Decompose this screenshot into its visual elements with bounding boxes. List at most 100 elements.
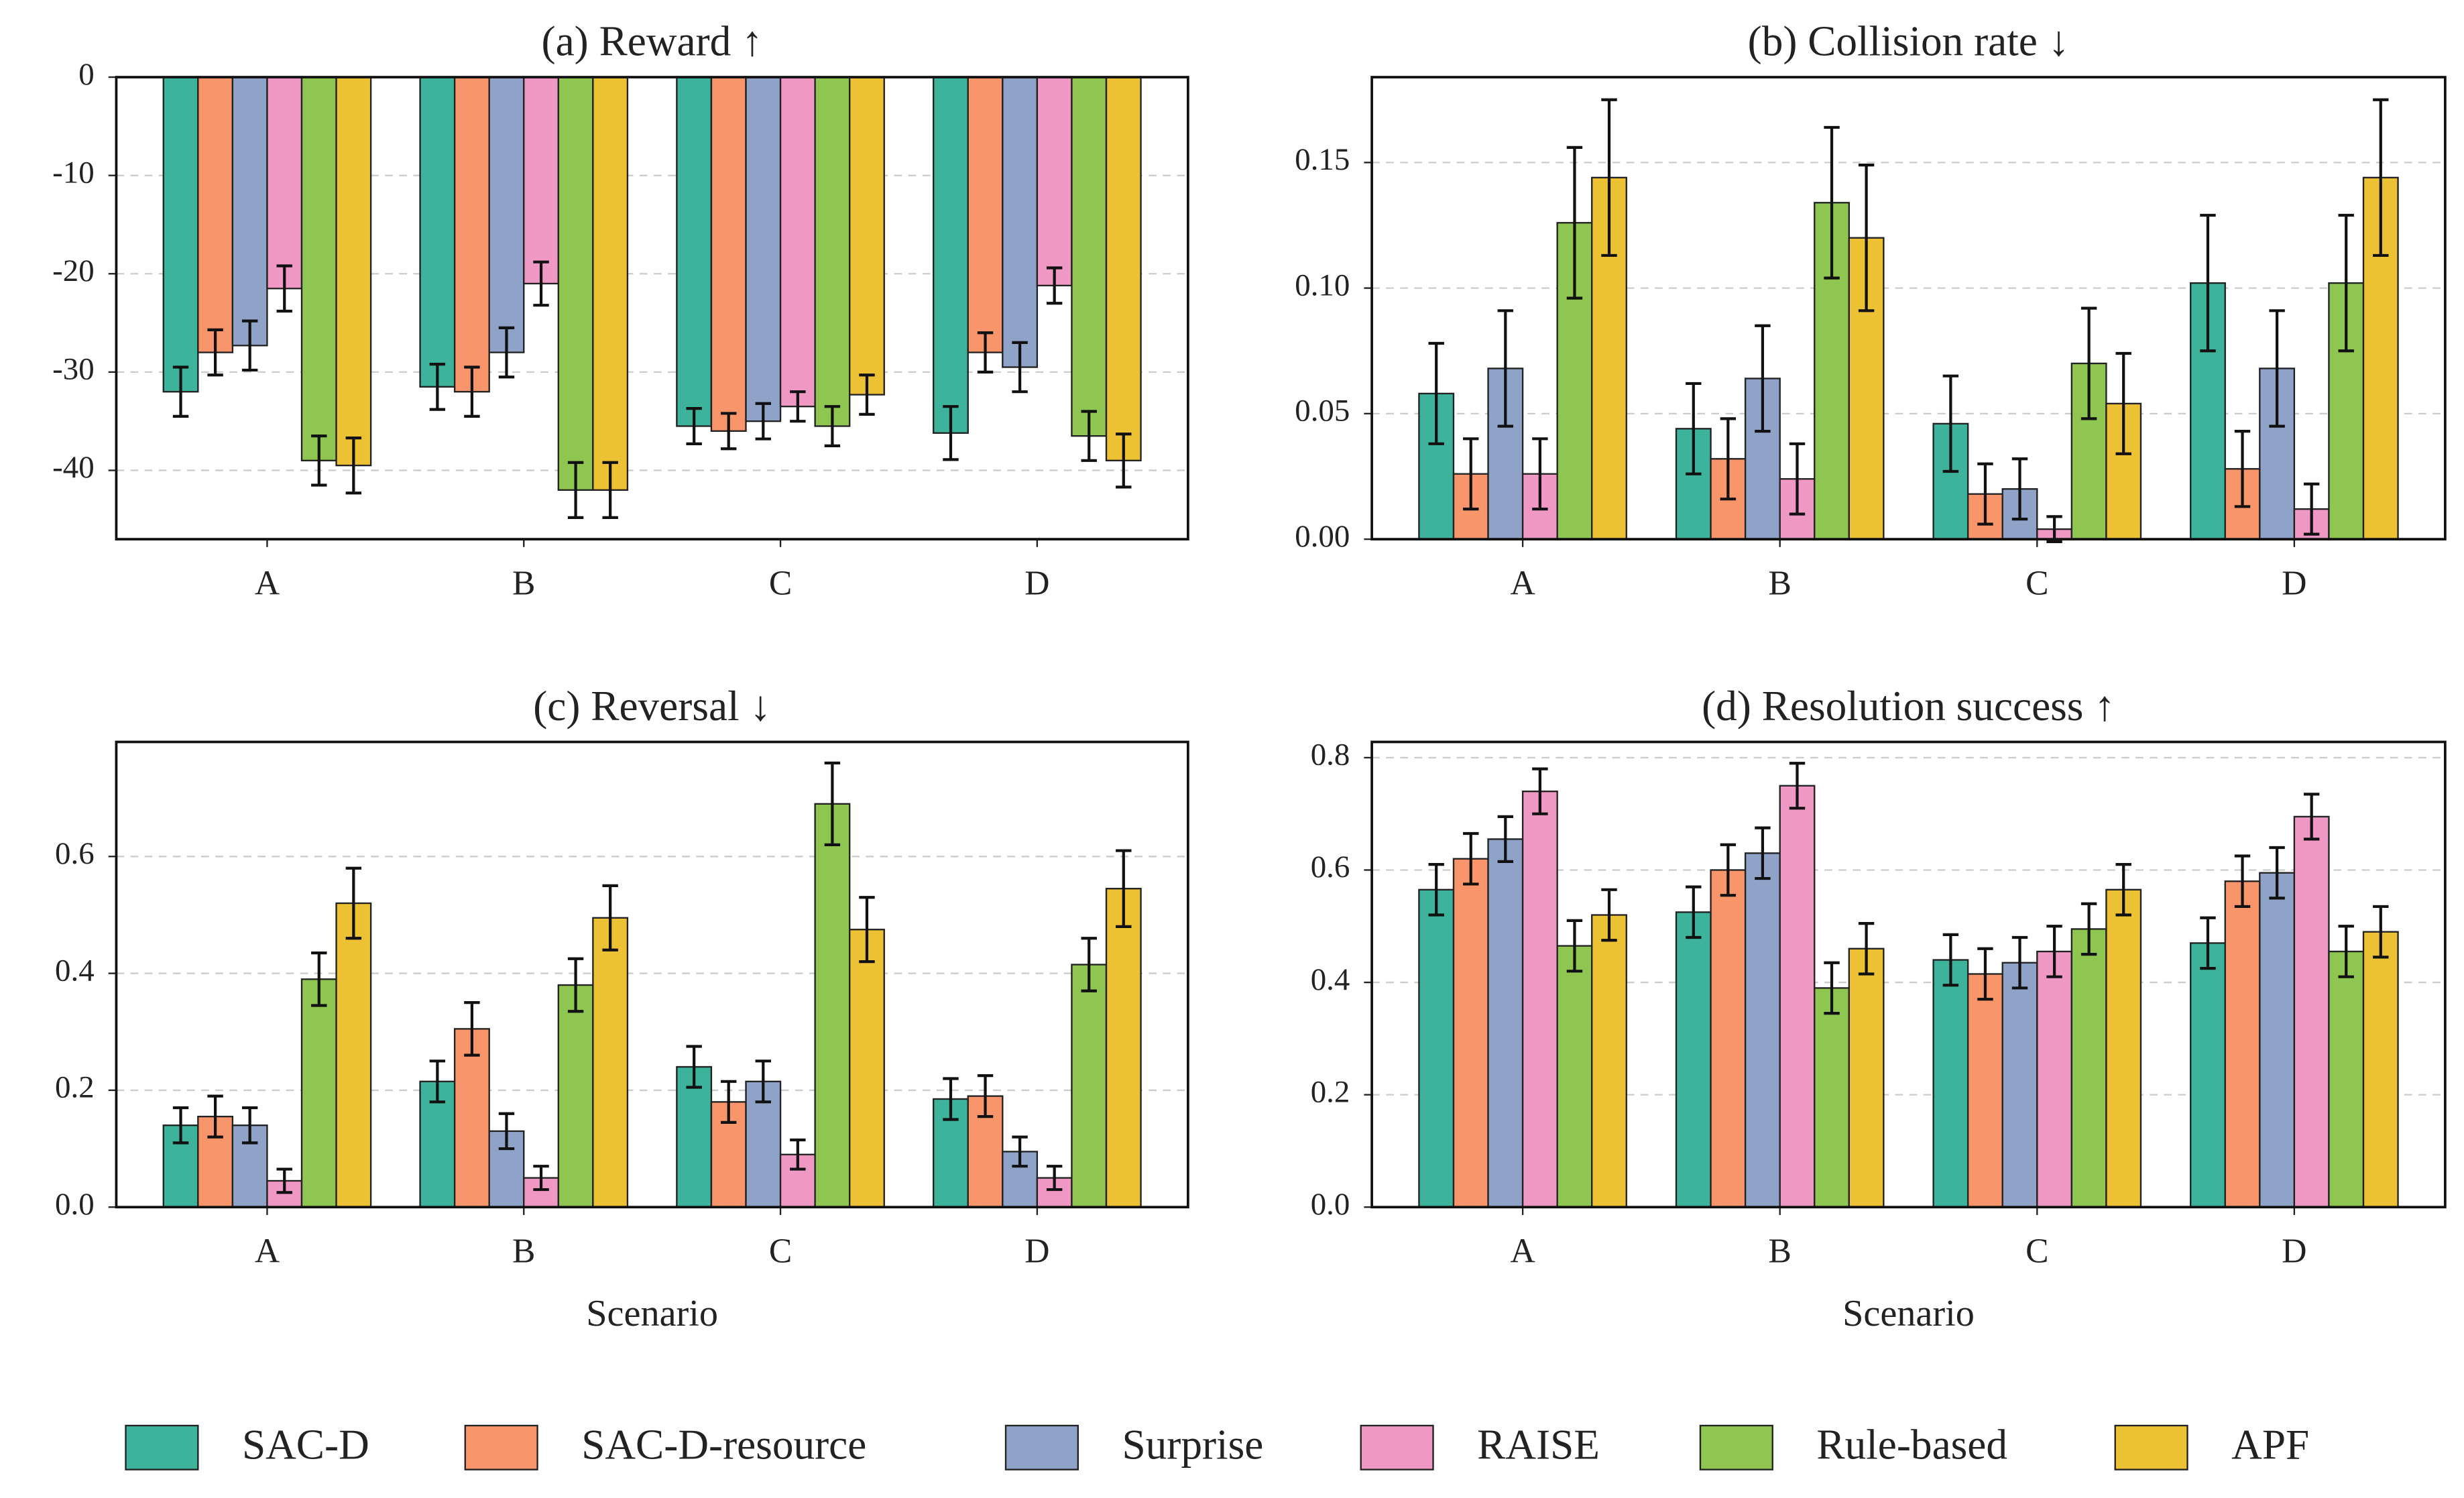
bar (1418, 888, 1455, 1208)
bar (335, 902, 372, 1208)
bar (488, 76, 525, 353)
bar (300, 978, 337, 1208)
y-tick-label: 0.0 (1311, 1187, 1350, 1222)
bar (1556, 945, 1593, 1208)
y-tick-label: -30 (52, 352, 94, 387)
bar (814, 803, 851, 1208)
plot-frame (1370, 740, 2447, 1209)
bar (1591, 914, 1627, 1208)
y-tick-label: 0.2 (1311, 1074, 1350, 1109)
y-tick-label: 0.6 (55, 836, 95, 871)
x-tick-label: B (1768, 1232, 1791, 1270)
chart-title: (a) Reward ↑ (542, 18, 763, 65)
y-tick-label: -10 (52, 155, 94, 190)
bar (557, 984, 594, 1208)
chart-title: (b) Collision rate ↓ (1748, 18, 2070, 65)
legend-label: SAC-D-resource (581, 1422, 866, 1468)
bar (1002, 76, 1039, 368)
y-tick-label: 0.2 (55, 1070, 95, 1105)
bar (1744, 852, 1781, 1208)
x-tick-label: D (2282, 564, 2306, 602)
bar (197, 76, 234, 353)
plot-frame (1370, 76, 2447, 540)
x-axis-label: Scenario (586, 1293, 718, 1334)
legend-swatch (1360, 1424, 1434, 1471)
bar (849, 929, 885, 1208)
bar (231, 76, 268, 347)
bar (2070, 928, 2107, 1208)
bar (453, 76, 490, 393)
bar (266, 76, 303, 290)
bar (300, 76, 337, 461)
bar (1710, 869, 1747, 1208)
bar (779, 76, 816, 408)
bar (1105, 76, 1142, 461)
bar (1521, 791, 1558, 1208)
bar (2001, 962, 2038, 1208)
y-tick-label: 0.15 (1295, 142, 1350, 177)
bar (2328, 950, 2365, 1208)
bar (2362, 931, 2399, 1208)
legend-label: Surprise (1122, 1422, 1263, 1468)
chart-title: (d) Resolution success ↑ (1702, 683, 2115, 730)
bar (2036, 950, 2073, 1208)
bar (676, 76, 713, 427)
bar (1071, 76, 1108, 437)
bar (1848, 947, 1885, 1208)
bar (814, 76, 851, 427)
plot-frame (115, 740, 1189, 1209)
bar (453, 1028, 490, 1208)
x-tick-label: B (1768, 564, 1791, 602)
x-tick-label: C (2026, 564, 2048, 602)
y-tick-label: 0.00 (1295, 519, 1350, 554)
y-tick-label: -20 (52, 253, 94, 288)
bar (1105, 888, 1142, 1208)
bar (1452, 858, 1489, 1208)
x-axis-label: Scenario (1842, 1293, 1975, 1334)
bar (162, 76, 199, 393)
x-tick-label: A (1510, 564, 1535, 602)
bar (1675, 911, 1712, 1208)
bar (1071, 964, 1108, 1208)
y-tick-label: 0.4 (1311, 962, 1350, 997)
y-tick-label: 0.4 (55, 953, 95, 988)
x-tick-label: C (769, 1232, 792, 1270)
legend-swatch (1004, 1424, 1079, 1471)
bar (1487, 838, 1524, 1208)
y-tick-label: 0.6 (1311, 850, 1350, 884)
bar (967, 76, 1004, 353)
x-tick-label: A (255, 1232, 280, 1270)
x-tick-label: D (2282, 1232, 2306, 1270)
bar (2190, 942, 2226, 1208)
bar (2224, 880, 2261, 1208)
legend-label: SAC-D (242, 1422, 369, 1468)
bar (335, 76, 372, 467)
plot-frame (115, 76, 1189, 540)
x-tick-label: B (512, 564, 535, 602)
bar (2259, 872, 2296, 1208)
x-tick-label: C (2026, 1232, 2048, 1270)
bar (523, 76, 559, 285)
bar (1932, 959, 1969, 1208)
x-tick-label: D (1024, 564, 1049, 602)
bar (1814, 987, 1850, 1208)
bar (592, 76, 629, 491)
chart-title: (c) Reversal ↓ (533, 683, 771, 730)
y-tick-label: 0.8 (1311, 738, 1350, 772)
y-tick-label: 0.05 (1295, 394, 1350, 428)
bar (2105, 888, 2142, 1208)
legend-label: APF (2231, 1422, 2309, 1468)
bar (419, 76, 456, 388)
legend-swatch (2114, 1424, 2188, 1471)
bar (933, 76, 969, 434)
legend-swatch (464, 1424, 538, 1471)
x-tick-label: A (255, 564, 280, 602)
x-tick-label: B (512, 1232, 535, 1270)
x-tick-label: C (769, 564, 792, 602)
y-tick-label: 0 (78, 57, 94, 92)
bar (1779, 785, 1816, 1208)
x-tick-label: D (1024, 1232, 1049, 1270)
y-tick-label: -40 (52, 450, 94, 485)
